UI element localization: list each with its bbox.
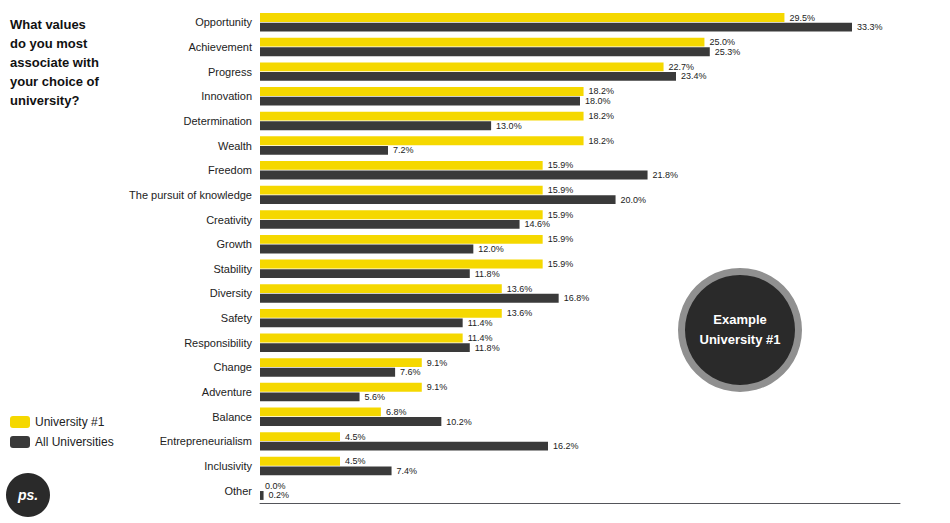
svg-text:Safety: Safety: [221, 312, 253, 324]
svg-text:Creativity: Creativity: [206, 214, 252, 226]
svg-text:22.7%: 22.7%: [669, 62, 695, 72]
svg-text:Innovation: Innovation: [201, 90, 252, 102]
svg-text:Growth: Growth: [217, 238, 252, 250]
svg-text:Achievement: Achievement: [188, 41, 252, 53]
svg-text:your choice of: your choice of: [10, 74, 100, 89]
svg-text:The pursuit of knowledge: The pursuit of knowledge: [129, 189, 252, 201]
svg-text:18.2%: 18.2%: [589, 111, 615, 121]
svg-text:15.9%: 15.9%: [548, 234, 574, 244]
svg-text:Adventure: Adventure: [202, 386, 252, 398]
svg-text:23.4%: 23.4%: [681, 71, 707, 81]
svg-text:What values: What values: [10, 17, 86, 32]
svg-text:10.2%: 10.2%: [446, 417, 472, 427]
svg-text:15.9%: 15.9%: [548, 210, 574, 220]
svg-text:Progress: Progress: [208, 66, 253, 78]
svg-text:associate with: associate with: [10, 55, 99, 70]
svg-text:21.8%: 21.8%: [653, 170, 679, 180]
svg-text:do you most: do you most: [10, 36, 88, 51]
svg-text:Responsibility: Responsibility: [184, 337, 252, 349]
svg-text:Wealth: Wealth: [218, 140, 252, 152]
svg-text:Diversity: Diversity: [210, 287, 253, 299]
svg-text:Stability: Stability: [213, 263, 252, 275]
svg-text:15.9%: 15.9%: [548, 160, 574, 170]
svg-text:4.5%: 4.5%: [345, 432, 366, 442]
svg-text:Freedom: Freedom: [208, 164, 252, 176]
svg-text:9.1%: 9.1%: [427, 358, 448, 368]
svg-text:15.9%: 15.9%: [548, 259, 574, 269]
svg-text:25.0%: 25.0%: [709, 37, 735, 47]
svg-text:14.6%: 14.6%: [525, 219, 551, 229]
svg-text:15.9%: 15.9%: [548, 185, 574, 195]
svg-text:Other: Other: [224, 485, 252, 497]
svg-text:Determination: Determination: [184, 115, 252, 127]
svg-text:7.4%: 7.4%: [397, 466, 418, 476]
svg-text:12.0%: 12.0%: [478, 244, 504, 254]
svg-text:16.8%: 16.8%: [564, 293, 590, 303]
svg-text:Entrepreneurialism: Entrepreneurialism: [160, 435, 252, 447]
svg-text:29.5%: 29.5%: [789, 13, 815, 23]
svg-text:Balance: Balance: [212, 411, 252, 423]
svg-text:All Universities: All Universities: [35, 435, 114, 449]
svg-text:7.2%: 7.2%: [393, 145, 414, 155]
svg-text:11.4%: 11.4%: [468, 318, 493, 328]
svg-text:25.3%: 25.3%: [715, 47, 741, 57]
svg-text:ps.: ps.: [17, 487, 38, 503]
svg-text:Example: Example: [713, 312, 766, 327]
svg-text:11.8%: 11.8%: [475, 343, 500, 353]
svg-text:18.0%: 18.0%: [585, 96, 611, 106]
svg-text:4.5%: 4.5%: [345, 456, 366, 466]
svg-text:university?: university?: [10, 93, 79, 108]
svg-text:Change: Change: [213, 361, 252, 373]
svg-text:7.6%: 7.6%: [400, 367, 421, 377]
svg-text:16.2%: 16.2%: [553, 441, 579, 451]
svg-text:13.6%: 13.6%: [507, 284, 533, 294]
svg-text:33.3%: 33.3%: [857, 22, 883, 32]
svg-text:University #1: University #1: [35, 415, 105, 429]
svg-text:11.4%: 11.4%: [468, 333, 493, 343]
svg-text:18.2%: 18.2%: [589, 86, 615, 96]
svg-text:Inclusivity: Inclusivity: [204, 460, 252, 472]
svg-text:9.1%: 9.1%: [427, 382, 448, 392]
svg-text:13.6%: 13.6%: [507, 308, 533, 318]
svg-text:18.2%: 18.2%: [589, 136, 615, 146]
svg-text:20.0%: 20.0%: [621, 195, 647, 205]
svg-text:5.6%: 5.6%: [365, 392, 386, 402]
svg-text:6.8%: 6.8%: [386, 407, 407, 417]
svg-text:University #1: University #1: [700, 332, 781, 347]
svg-text:11.8%: 11.8%: [475, 269, 500, 279]
svg-text:0.2%: 0.2%: [269, 490, 290, 500]
svg-text:Opportunity: Opportunity: [195, 16, 252, 28]
svg-text:13.0%: 13.0%: [496, 121, 522, 131]
svg-text:0.0%: 0.0%: [265, 481, 286, 491]
